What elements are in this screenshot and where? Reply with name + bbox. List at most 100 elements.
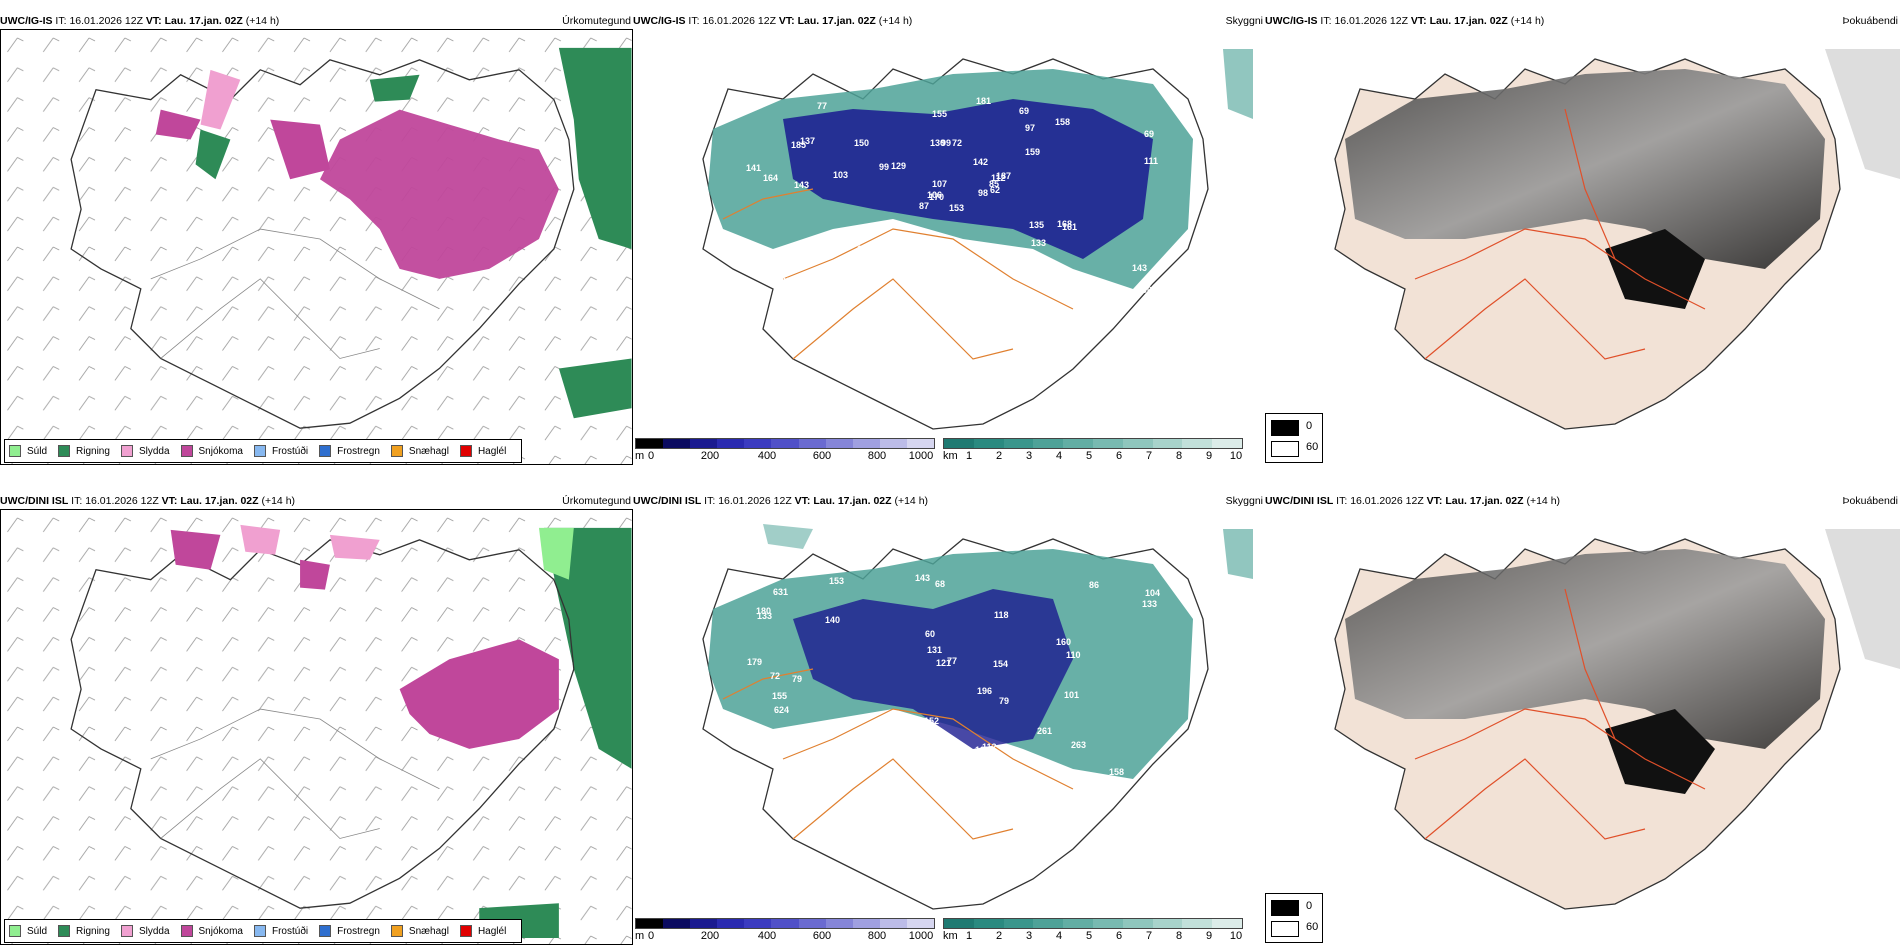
vt-value: Lau. 17.jan. 02Z [180, 495, 259, 507]
fog-map [1334, 529, 1900, 910]
it-label: IT: [55, 15, 67, 27]
legend-swatch [9, 925, 21, 937]
cloud-base-label: 117 [835, 748, 850, 758]
colorbar-step [1092, 919, 1123, 928]
cloud-base-label: 79 [999, 696, 1009, 706]
colorbar-step [663, 919, 691, 928]
cloud-base-label: 150 [854, 138, 869, 148]
cloud-base-label: 118 [994, 610, 1009, 620]
vt-label: VT: [1410, 15, 1427, 27]
cloud-base-label: 129 [891, 161, 906, 171]
model-name: UWC/IG-IS [1265, 15, 1318, 27]
colorbar-step [906, 919, 935, 928]
cloud-base-label: 159 [1025, 147, 1040, 157]
visibility-tick: 6 [1115, 930, 1123, 942]
cloud-base-label: 232 [1072, 771, 1087, 781]
legend-label: Haglél [477, 925, 507, 937]
ceiling-colorbar-swatches [635, 438, 935, 449]
colorbar-step [744, 439, 772, 448]
snow-area [399, 639, 559, 749]
colorbar-step [1063, 439, 1093, 448]
cloud-base-label: 204 [1104, 285, 1119, 295]
legend-swatch [253, 925, 266, 937]
colorbar-step [1003, 919, 1034, 928]
ceiling-tick: 200 [700, 450, 720, 462]
colorbar-step [973, 439, 1004, 448]
cloud-base-label: 76 [854, 757, 864, 767]
cloud-base-label: 72 [952, 138, 962, 148]
fog-high-label: 0 [1306, 420, 1313, 432]
cloud-base-label: 99 [879, 162, 889, 172]
cloud-base-labels: 179 68 160 104 180 158 79 118 60 86 77 101 143 133 140… [747, 573, 1160, 781]
lead-time: (+14 h) [261, 495, 296, 507]
cloud-base-label: 153 [829, 576, 844, 586]
legend-swatch [390, 445, 403, 457]
fog-low-label: 60 [1306, 441, 1319, 453]
legend-label: Snæhagl [408, 925, 449, 937]
legend-swatch [319, 925, 332, 937]
colorbar-step [1033, 919, 1064, 928]
cloud-base-label: 187 [975, 745, 990, 755]
legend-label: Súld [27, 445, 48, 457]
lead-time: (+14 h) [1510, 15, 1545, 27]
colorbar-step [636, 439, 664, 448]
legend-label: Snæhagl [408, 445, 449, 457]
precip-legend: Súld Rigning Slydda Snjókoma Frostúði Frostre… [4, 919, 523, 943]
cloud-base-label: 180 [756, 606, 771, 616]
cloud-base-label: 77 [817, 101, 827, 111]
lead-time: (+14 h) [878, 15, 913, 27]
colorbar-step [690, 439, 718, 448]
lead-time: (+14 h) [894, 495, 929, 507]
colorbar-step [1092, 439, 1123, 448]
cloud-base-label: 116 [808, 246, 823, 256]
colorbar-step [1122, 439, 1153, 448]
cloud-base-label: 155 [932, 109, 947, 119]
legend-label: Haglél [477, 445, 507, 457]
it-value: 16.01.2026 12Z [1350, 495, 1424, 507]
colorbar-step [798, 439, 826, 448]
fog-swatch-low [1271, 441, 1299, 457]
vt-value: Lau. 17.jan. 02Z [164, 15, 243, 27]
it-value: 16.01.2026 12Z [1334, 15, 1408, 27]
colorbar-step [852, 919, 880, 928]
legend-swatch [58, 445, 71, 457]
cloud-base-label: 263 [1071, 740, 1086, 750]
panel-header: UWC/IG-IS IT: 16.01.2026 12Z VT: Lau. 17… [0, 13, 633, 29]
legend-item: Frostregn [319, 445, 380, 457]
cloud-base-label: 133 [1142, 599, 1157, 609]
visibility-tick: 6 [1115, 450, 1123, 462]
legend-item: Snæhagl [390, 925, 449, 937]
fog-indicator-panel-top: UWC/IG-IS IT: 16.01.2026 12Z VT: Lau. 17… [1265, 13, 1900, 465]
colorbar-step [636, 919, 664, 928]
cloud-base-label: 157 [857, 244, 872, 254]
cloud-base-label: 128 [776, 276, 791, 286]
visibility-tick: 3 [1025, 930, 1033, 942]
cloud-base-label: 168 [1057, 219, 1072, 229]
colorbar-step [744, 919, 772, 928]
ceiling-tick: 800 [867, 930, 887, 942]
ceiling-colorbar-swatches [635, 918, 935, 929]
legend-swatch [180, 925, 193, 937]
colorbar-step [1212, 439, 1242, 448]
visibility-tick: 2 [995, 930, 1003, 942]
cloud-base-label: 100 [1137, 285, 1152, 295]
legend-swatch [459, 925, 472, 937]
cloud-base-label: 62 [990, 185, 1000, 195]
legend-label: Slydda [138, 445, 170, 457]
legend-item: Rigning [58, 925, 110, 937]
vt-value: Lau. 17.jan. 02Z [1445, 495, 1524, 507]
colorbar-step [717, 439, 745, 448]
it-label: IT: [704, 495, 716, 507]
ceiling-tick: 0 [647, 930, 655, 942]
panel-header: UWC/DINI ISL IT: 16.01.2026 12Z VT: Lau.… [1265, 493, 1900, 509]
ceiling-map: 153 185 170 104 112 88 69 72 97 98 77 100 143 69 87 159… [702, 49, 1253, 430]
colorbar-step [1033, 439, 1064, 448]
fog-swatch-high [1271, 420, 1299, 436]
legend-item: Súld [9, 925, 47, 937]
colorbar-step [690, 919, 718, 928]
visibility-tick: 1 [965, 450, 973, 462]
cloud-base-label: 137 [800, 136, 815, 146]
vt-label: VT: [1426, 495, 1443, 507]
ceiling-tick: 200 [700, 930, 720, 942]
cloud-base-label: 121 [936, 658, 951, 668]
